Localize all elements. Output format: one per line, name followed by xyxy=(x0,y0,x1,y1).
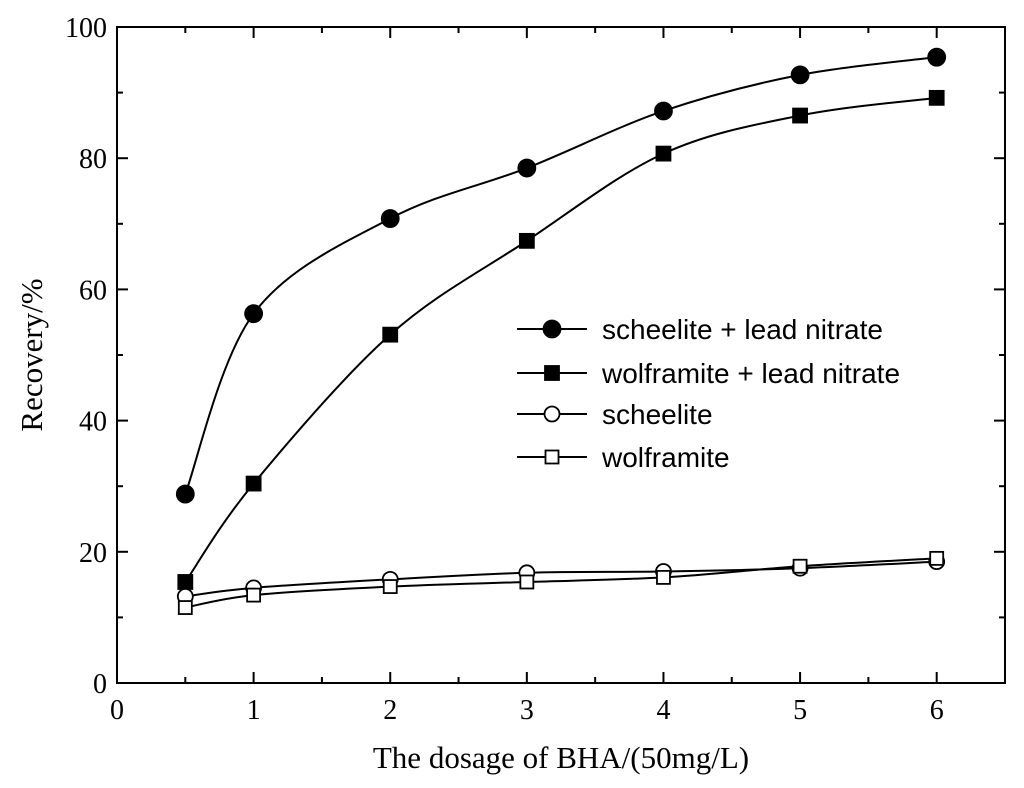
x-tick-label: 6 xyxy=(930,695,944,726)
legend-marker-1 xyxy=(542,319,562,339)
data-point-series-2 xyxy=(245,475,262,492)
legend-label-1: scheelite + lead nitrate xyxy=(602,314,883,345)
data-point-series-4 xyxy=(792,558,808,574)
x-tick-label: 2 xyxy=(383,695,397,726)
x-tick-label: 4 xyxy=(656,695,670,726)
axis-ticks xyxy=(116,26,1005,684)
data-point-series-1 xyxy=(927,47,947,67)
y-tick-label: 40 xyxy=(79,407,107,438)
fit-line-series-1 xyxy=(184,56,937,495)
x-tick-label: 5 xyxy=(793,695,807,726)
data-point-series-1 xyxy=(654,101,673,121)
y-tick-label: 20 xyxy=(79,538,107,569)
data-point-series-2 xyxy=(177,574,194,590)
y-axis-title: Recovery/% xyxy=(14,278,49,431)
data-point-series-4 xyxy=(382,579,398,594)
x-tick-label: 1 xyxy=(247,695,261,726)
data-markers xyxy=(175,47,947,615)
legend-marker-4 xyxy=(544,449,560,465)
data-point-series-2 xyxy=(792,107,808,124)
data-point-series-1 xyxy=(244,304,264,324)
x-tick-label: 0 xyxy=(110,695,124,726)
data-point-series-4 xyxy=(177,600,193,615)
y-tick-labels: 0 20 40 60 80 100 xyxy=(65,13,107,700)
y-tick-label: 80 xyxy=(79,144,107,175)
y-tick-label: 0 xyxy=(93,669,107,700)
data-point-series-2 xyxy=(928,89,945,106)
y-tick-label: 60 xyxy=(79,275,107,306)
legend-label-4: wolframite xyxy=(601,442,730,473)
legend-label-2: wolframite + lead nitrate xyxy=(601,358,900,389)
data-point-series-4 xyxy=(929,550,945,566)
y-tick-label: 100 xyxy=(65,13,107,44)
legend-marker-3 xyxy=(543,405,561,423)
data-point-series-2 xyxy=(382,326,399,343)
data-point-series-1 xyxy=(380,209,400,228)
data-point-series-4 xyxy=(656,569,671,585)
data-point-series-4 xyxy=(519,574,535,590)
data-point-series-1 xyxy=(517,158,537,178)
fit-line-series-4 xyxy=(185,557,937,609)
data-point-series-1 xyxy=(175,484,195,504)
legend-label-3: scheelite xyxy=(602,399,713,430)
data-point-series-2 xyxy=(518,232,535,249)
x-tick-label: 3 xyxy=(520,695,534,726)
data-point-series-2 xyxy=(655,145,672,162)
legend: scheelite + lead nitrate wolframite + lea… xyxy=(517,314,900,473)
data-point-series-4 xyxy=(246,587,262,603)
legend-marker-2 xyxy=(544,365,560,381)
x-axis-title: The dosage of BHA/(50mg/L) xyxy=(373,740,749,775)
x-tick-labels: 0 1 2 3 4 5 6 xyxy=(110,695,944,726)
data-point-series-1 xyxy=(790,65,810,85)
